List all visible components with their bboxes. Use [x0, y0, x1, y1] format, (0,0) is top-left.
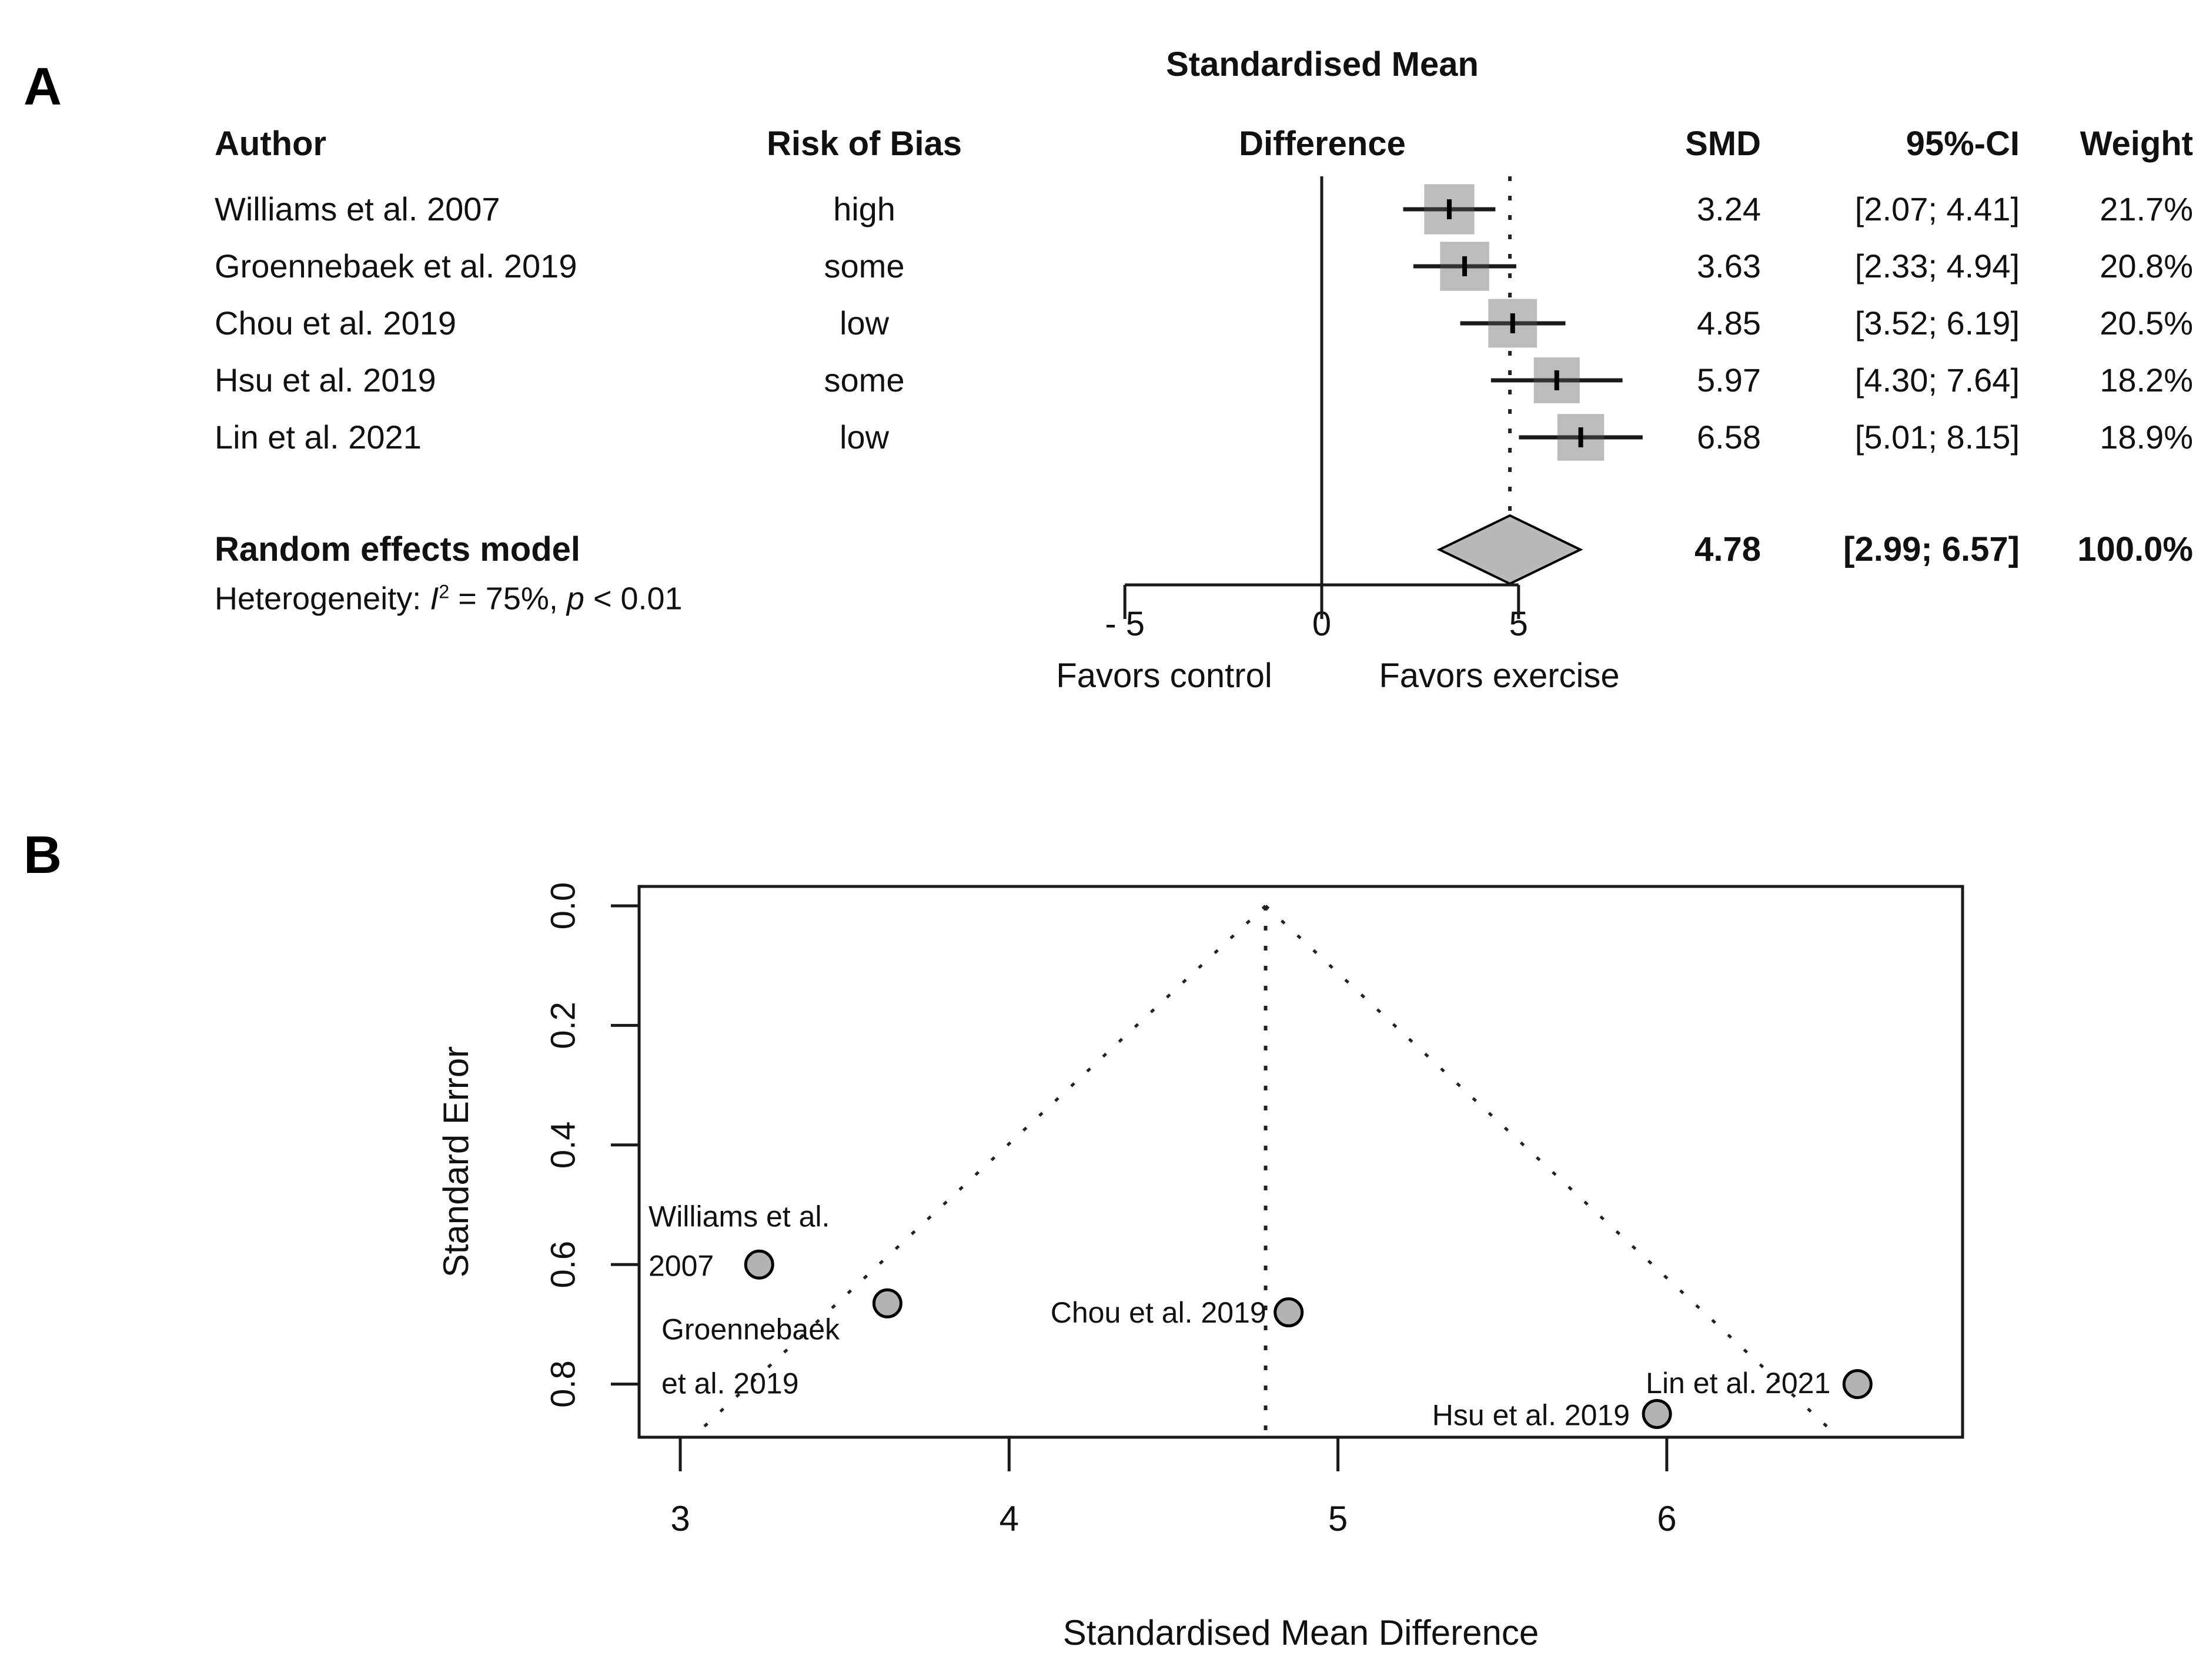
- funnel-y-tick-label: 0.4: [544, 1121, 582, 1169]
- favors-control-label: Favors control: [1056, 657, 1272, 695]
- column-header-smd: SMD: [1685, 125, 1761, 163]
- study-point-estimate-tick: [1578, 427, 1583, 447]
- study-point-estimate-tick: [1510, 313, 1515, 333]
- funnel-y-tick-label: 0.2: [544, 1002, 582, 1049]
- study-weight-value: 20.5%: [2100, 304, 2193, 342]
- column-header-risk-of-bias: Risk of Bias: [767, 125, 962, 163]
- study-ci-value: [2.07; 4.41]: [1854, 190, 2020, 227]
- favors-exercise-label: Favors exercise: [1379, 657, 1620, 695]
- funnel-study-point-label: Hsu et al. 2019: [1432, 1399, 1630, 1432]
- funnel-study-point: [1642, 1398, 1672, 1429]
- study-risk-of-bias: low: [839, 419, 890, 456]
- column-header-author: Author: [215, 125, 327, 163]
- heterogeneity-i-stat: I: [430, 581, 439, 617]
- study-point-estimate-tick: [1446, 199, 1452, 219]
- pooled-row-label: Random effects model: [215, 530, 580, 568]
- funnel-y-tick-label: 0.8: [544, 1360, 582, 1408]
- panel-a-label: A: [24, 58, 62, 116]
- forest-title-line1: Standardised Mean: [1166, 45, 1479, 83]
- heterogeneity-note: Heterogeneity: I2 = 75%, p < 0.01: [215, 581, 683, 617]
- funnel-study-point: [872, 1288, 903, 1318]
- funnel-study-point-label: et al. 2019: [661, 1367, 799, 1400]
- study-weight-value: 21.7%: [2100, 190, 2193, 227]
- funnel-study-point: [1842, 1369, 1873, 1400]
- study-author: Hsu et al. 2019: [215, 362, 436, 399]
- panel-b-label: B: [24, 826, 62, 885]
- study-smd-value: 6.58: [1697, 419, 1761, 456]
- study-weight-value: 20.8%: [2100, 247, 2193, 285]
- study-risk-of-bias: high: [833, 190, 895, 227]
- study-weight-value: 18.2%: [2100, 362, 2193, 399]
- study-point-estimate-tick: [1462, 256, 1468, 276]
- study-risk-of-bias: low: [839, 304, 890, 342]
- heterogeneity-suffix: < 0.01: [584, 581, 683, 617]
- study-smd-value: 3.24: [1697, 190, 1761, 227]
- heterogeneity-i-sup: 2: [439, 581, 450, 603]
- funnel-x-tick-label: 3: [670, 1499, 690, 1538]
- study-author: Chou et al. 2019: [215, 304, 456, 342]
- pooled-weight-value: 100.0%: [2077, 530, 2193, 568]
- funnel-study-point: [1274, 1297, 1304, 1328]
- funnel-study-point: [744, 1249, 774, 1280]
- study-author: Williams et al. 2007: [215, 190, 500, 227]
- funnel-y-tick-label: 0.6: [544, 1241, 582, 1289]
- study-weight-value: 18.9%: [2100, 419, 2193, 456]
- forest-title-line2: Difference: [1239, 125, 1406, 163]
- funnel-study-point-label: Chou et al. 2019: [1051, 1296, 1266, 1329]
- funnel-y-axis-title: Standard Error: [436, 1046, 476, 1278]
- study-ci-value: [4.30; 7.64]: [1854, 362, 2020, 399]
- funnel-study-point-label: Williams et al.: [649, 1200, 830, 1233]
- pooled-diamond: [1436, 514, 1583, 585]
- study-smd-value: 4.85: [1697, 304, 1761, 342]
- study-point-estimate-tick: [1554, 370, 1559, 390]
- heterogeneity-p-stat: p: [566, 581, 584, 617]
- funnel-study-point-label: 2007: [649, 1249, 714, 1282]
- study-risk-of-bias: some: [824, 247, 905, 285]
- column-header-weight: Weight: [2080, 125, 2193, 163]
- funnel-frame: [637, 885, 1964, 1439]
- pooled-ci-value: [2.99; 6.57]: [1843, 530, 2020, 568]
- heterogeneity-prefix: Heterogeneity:: [215, 581, 430, 617]
- funnel-right-ci-dotted-line: [1264, 905, 1840, 1438]
- study-risk-of-bias: some: [824, 362, 905, 399]
- funnel-study-point-label: Lin et al. 2021: [1646, 1367, 1830, 1400]
- column-header-ci: 95%-CI: [1906, 125, 2020, 163]
- funnel-y-tick-label: 0.0: [544, 882, 582, 930]
- heterogeneity-mid: = 75%,: [449, 581, 567, 617]
- study-ci-value: [3.52; 6.19]: [1854, 304, 2020, 342]
- study-smd-value: 3.63: [1697, 247, 1761, 285]
- study-ci-value: [2.33; 4.94]: [1854, 247, 2020, 285]
- study-ci-value: [5.01; 8.15]: [1854, 419, 2020, 456]
- funnel-x-tick-label: 5: [1328, 1499, 1348, 1538]
- study-author: Lin et al. 2021: [215, 419, 422, 456]
- funnel-x-tick-label: 6: [1657, 1499, 1676, 1538]
- study-smd-value: 5.97: [1697, 362, 1761, 399]
- funnel-x-axis-title: Standardised Mean Difference: [1063, 1613, 1539, 1652]
- funnel-x-tick-label: 4: [1000, 1499, 1019, 1538]
- funnel-left-ci-dotted-line: [691, 905, 1267, 1438]
- funnel-study-point-label: Groennebaek: [661, 1313, 840, 1346]
- study-author: Groennebaek et al. 2019: [215, 247, 577, 285]
- pooled-smd-value: 4.78: [1694, 530, 1761, 568]
